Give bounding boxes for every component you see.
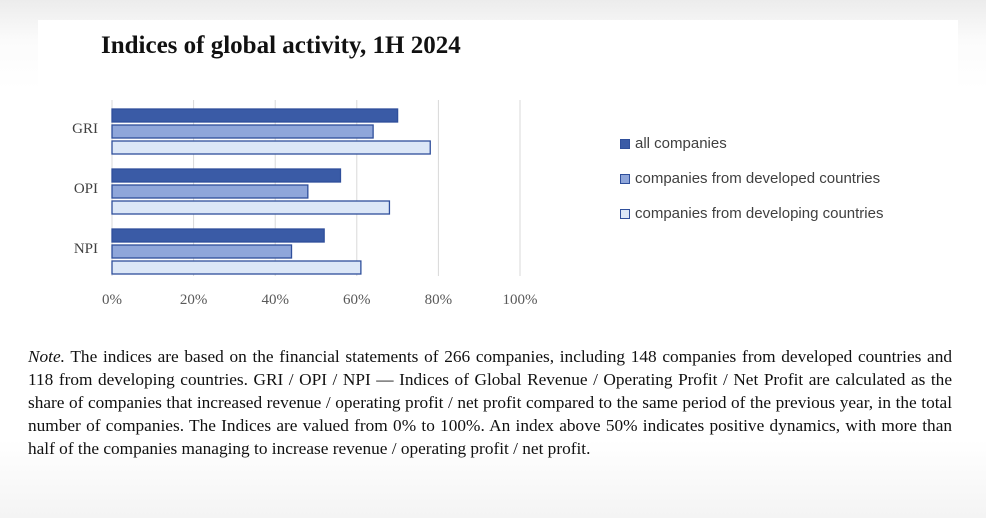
chart-note: Note. The indices are based on the finan… [28,345,952,460]
note-label: Note. [28,347,65,366]
legend-swatch [620,173,630,184]
legend-swatch [620,138,630,149]
title-panel [38,20,958,90]
legend-label: companies from developed countries [635,170,881,187]
chart-title: Indices of global activity, 1H 2024 [101,32,461,59]
bar-opi-series-3 [111,200,391,215]
bar-opi-series-2 [111,184,309,199]
bar-gri-series-3 [111,140,431,155]
legend-item-1: all companies [620,126,883,161]
bar-npi-series-2 [111,244,293,259]
category-label-gri: GRI [72,121,98,137]
bar-npi-series-1 [111,228,325,243]
legend-item-2: companies from developed countries [620,161,883,196]
legend-label: companies from developing countries [635,205,884,222]
x-tick-label: 100% [503,292,538,308]
bar-gri-series-1 [111,108,399,123]
bar-chart: 0% 20% 40% 60% 80% 100% GRI OPI NPI [72,100,538,308]
category-label-npi: NPI [74,241,98,257]
chart-legend: all companies companies from developed co… [620,126,883,231]
x-tick-label: 0% [102,292,122,308]
legend-item-3: companies from developing countries [620,196,883,231]
note-text: The indices are based on the financial s… [28,347,952,458]
x-tick-label: 40% [261,292,289,308]
legend-label: all companies [635,135,727,152]
x-tick-label: 80% [425,292,453,308]
legend-swatch [620,208,630,219]
bar-gri-series-2 [111,124,374,139]
bar-opi-series-1 [111,168,342,183]
x-tick-label: 60% [343,292,371,308]
x-tick-label: 20% [180,292,208,308]
bar-npi-series-3 [111,260,362,275]
category-label-opi: OPI [74,181,98,197]
